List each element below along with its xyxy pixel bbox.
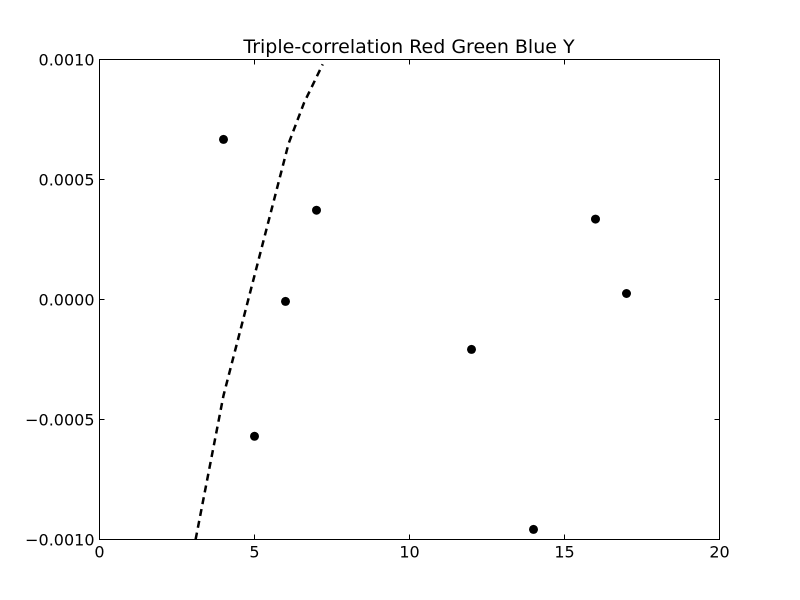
y-tick-label: −0.0010	[25, 531, 94, 550]
x-tick-label: 20	[709, 543, 729, 562]
data-point	[250, 431, 259, 441]
y-tick-label: 0.0010	[39, 51, 95, 70]
data-point	[591, 214, 600, 224]
y-tick-label: −0.0005	[25, 411, 94, 430]
y-tick-label: 0.0000	[39, 291, 95, 310]
y-tick-label: 0.0005	[39, 171, 95, 190]
data-point	[281, 296, 290, 306]
data-point	[529, 524, 538, 534]
x-tick-label: 0	[94, 543, 104, 562]
x-tick-label: 10	[399, 543, 419, 562]
chart-title: Triple-correlation Red Green Blue Y	[242, 36, 575, 58]
data-point	[467, 344, 476, 354]
ticks-layer: 0 5 10 15 20 −0.0010 −0.0005 0.0000 0.0005 0.0010	[25, 51, 730, 562]
series-layer	[194, 63, 631, 540]
data-point	[312, 205, 321, 215]
plot-frame	[99, 59, 720, 540]
data-point	[622, 289, 631, 298]
data-point	[219, 134, 228, 144]
x-tick-label: 15	[554, 543, 574, 562]
dashed-fit-line	[194, 63, 324, 540]
x-tick-label: 5	[249, 543, 259, 562]
